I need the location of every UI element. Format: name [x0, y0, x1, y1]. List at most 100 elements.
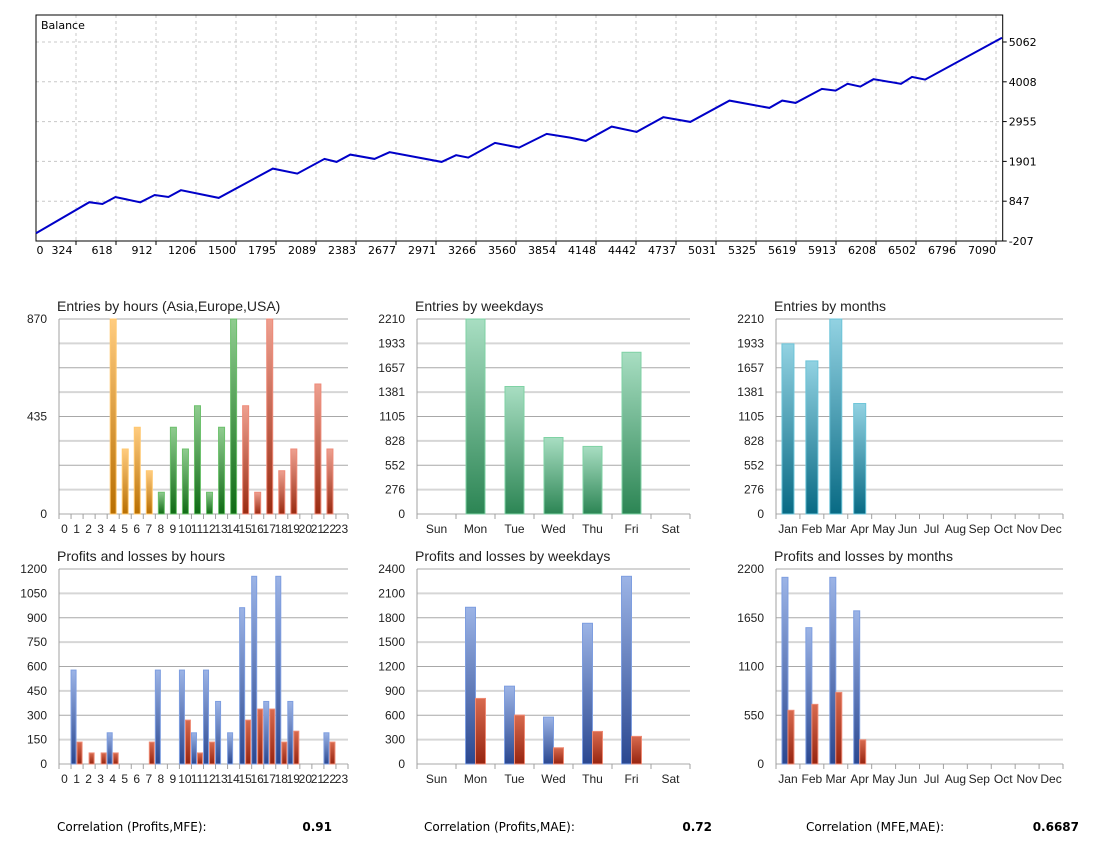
x-tick-label: Nov: [1016, 522, 1037, 536]
y-tick-label: 1050: [20, 586, 47, 600]
x-tick-label: 17: [263, 772, 277, 786]
bar-11: [193, 405, 201, 515]
x-tick-label: 23: [335, 772, 349, 786]
x-tick-label: 15: [238, 772, 252, 786]
x-tick-label: 7: [145, 772, 152, 786]
bar-Tue: [504, 386, 525, 515]
x-tick-label: 5: [121, 522, 128, 536]
balance-frame: [35, 14, 1004, 242]
chart-title: Entries by months: [774, 298, 886, 314]
x-tick-label: 1: [73, 522, 80, 536]
balance-x-tick-label: 5619: [768, 244, 796, 257]
profit-bar-18: [275, 575, 282, 765]
x-tick-label: Apr: [850, 522, 869, 536]
x-tick-label: 2: [85, 772, 92, 786]
correlation-profits-mae-label: Correlation (Profits,MAE):: [424, 820, 575, 834]
bar-Fri: [621, 351, 642, 515]
balance-x-tick-label: 3560: [488, 244, 516, 257]
profit-bar-Wed: [543, 716, 554, 765]
chart-title: Entries by hours (Asia,Europe,USA): [57, 298, 280, 314]
balance-y-tick-label: 4008: [1009, 76, 1037, 89]
profit-bar-Mar: [829, 576, 837, 765]
x-tick-label: 6: [133, 772, 140, 786]
balance-y-tick-label: 5062: [1009, 36, 1037, 49]
loss-bar-Thu: [592, 730, 603, 765]
y-tick-label: 550: [744, 708, 764, 722]
balance-chart: 5062 4008 2955 1901 847 -207 0 324 618 912 1206 150…: [35, 14, 1037, 257]
x-tick-label: 0: [61, 772, 68, 786]
y-tick-label: 2400: [378, 562, 405, 576]
loss-bar-2: [88, 752, 95, 765]
y-tick-label: 150: [27, 733, 47, 747]
y-tick-label: 2210: [737, 312, 764, 326]
x-tick-label: 11: [191, 522, 204, 536]
x-tick-label: 12: [202, 772, 216, 786]
y-tick-label: 900: [385, 684, 405, 698]
loss-bar-Apr: [859, 739, 867, 765]
y-tick-label: 1933: [378, 336, 405, 350]
bar-7: [145, 470, 153, 515]
profit-bar-Fri: [621, 575, 632, 765]
bar-5: [121, 448, 129, 515]
x-tick-label: 21: [311, 772, 325, 786]
x-tick-label: 1: [73, 772, 80, 786]
loss-bar-17: [269, 708, 276, 765]
x-tick-label: Sun: [426, 522, 447, 536]
balance-x-tick-label: 2677: [368, 244, 396, 257]
y-tick-label: 1381: [378, 385, 405, 399]
x-tick-label: Thu: [582, 522, 603, 536]
y-tick-label: 0: [398, 507, 405, 521]
bar-16: [254, 491, 262, 515]
y-tick-label: 1381: [737, 385, 764, 399]
bar-8: [157, 491, 165, 515]
x-tick-label: Sat: [661, 772, 680, 786]
y-tick-label: 435: [27, 410, 47, 424]
y-tick-label: 1657: [737, 361, 764, 375]
bar-12: [206, 491, 214, 515]
y-tick-label: 450: [27, 684, 47, 698]
loss-bar-Mar: [835, 691, 843, 765]
x-tick-label: Oct: [994, 522, 1013, 536]
balance-x-tick-label: 3266: [448, 244, 476, 257]
x-tick-label: 10: [178, 772, 192, 786]
balance-x-tick-label: 4148: [568, 244, 596, 257]
y-tick-label: 0: [40, 757, 47, 771]
correlation-mfe-mae-label: Correlation (MFE,MAE):: [806, 820, 945, 834]
profit-bar-Thu: [582, 622, 593, 765]
chart-title: Profits and losses by months: [774, 548, 953, 564]
loss-bar-1: [76, 741, 83, 765]
y-tick-label: 0: [398, 757, 405, 771]
x-tick-label: Mar: [825, 772, 846, 786]
y-tick-label: 300: [27, 708, 47, 722]
balance-x-tick-label: 2089: [288, 244, 316, 257]
y-tick-label: 276: [385, 483, 405, 497]
balance-x-tick-label: 5325: [728, 244, 756, 257]
y-tick-label: 1500: [378, 635, 405, 649]
y-tick-label: 1933: [737, 336, 764, 350]
profit-bar-17: [263, 700, 270, 765]
bar-17: [266, 318, 274, 515]
balance-y-tick-label: 1901: [1009, 155, 1037, 168]
chart-title: Profits and losses by weekdays: [415, 548, 610, 564]
x-tick-label: 17: [263, 522, 277, 536]
bar-4: [109, 318, 117, 515]
x-tick-label: 20: [299, 522, 313, 536]
profit-bar-4: [106, 732, 113, 765]
x-tick-label: May: [872, 522, 895, 536]
y-tick-label: 600: [385, 708, 405, 722]
balance-x-tick-label: 2971: [408, 244, 436, 257]
x-tick-label: Jun: [898, 772, 917, 786]
profit-bar-Mon: [465, 606, 476, 765]
loss-bar-12: [209, 741, 216, 765]
entries-months-chart: 2210 1933 1657 1381 1105 828 552 276 0 Jan Feb Mar A…: [737, 298, 1064, 536]
pl-weekdays-chart: 2400 2100 1800 1500 1200 900 600 300 0 Sun Mon Tue W…: [378, 548, 691, 786]
x-tick-label: Oct: [994, 772, 1013, 786]
x-tick-label: Sep: [969, 522, 991, 536]
bar-Mar: [829, 318, 843, 515]
x-tick-label: 10: [178, 522, 192, 536]
profit-bar-12: [203, 669, 210, 765]
loss-bar-4: [112, 752, 119, 765]
x-tick-label: Dec: [1040, 772, 1061, 786]
loss-bar-16: [257, 708, 264, 765]
